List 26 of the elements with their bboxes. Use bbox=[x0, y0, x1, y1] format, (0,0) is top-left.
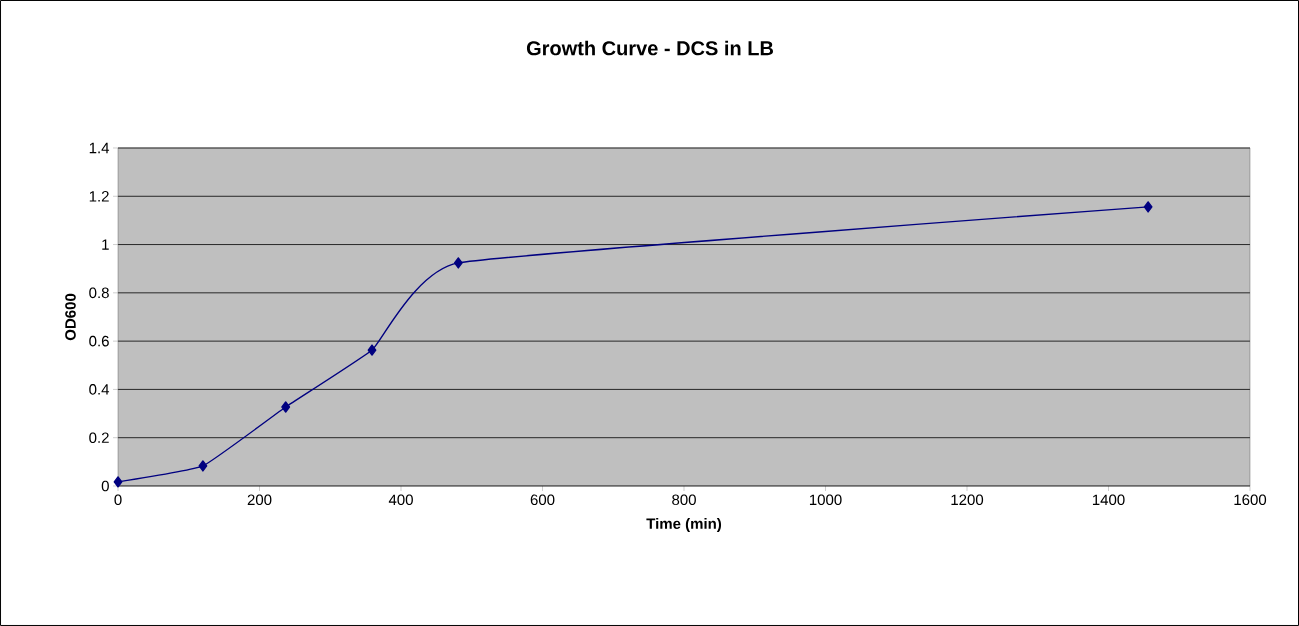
x-tick-label: 1600 bbox=[1234, 494, 1267, 506]
point bbox=[1143, 201, 1153, 213]
y-tick-label: 0.8 bbox=[89, 287, 109, 299]
point bbox=[198, 460, 208, 472]
x-tick-label: 0 bbox=[114, 494, 122, 506]
x-tick-label: 400 bbox=[388, 494, 413, 506]
x-tick-label: 1200 bbox=[951, 494, 984, 506]
x-tick-label: 800 bbox=[672, 494, 696, 506]
point bbox=[113, 476, 123, 488]
x-axis-title: Time (min) bbox=[646, 517, 722, 532]
y-tick-label: 1 bbox=[102, 239, 109, 250]
y-tick-label: 0.6 bbox=[89, 335, 109, 347]
x-tick-label: 600 bbox=[530, 494, 555, 506]
y-tick-label: 0.2 bbox=[89, 432, 109, 443]
point bbox=[367, 344, 377, 356]
point bbox=[453, 257, 463, 269]
y-tick-label: 1.2 bbox=[89, 191, 109, 202]
point bbox=[281, 401, 291, 413]
x-tick-label: 1000 bbox=[809, 494, 842, 506]
chart-title: Growth Curve - DCS in LB bbox=[526, 40, 773, 56]
y-tick-label: 1.4 bbox=[89, 142, 110, 154]
y-axis-title: OD600 bbox=[65, 293, 76, 341]
y-tick-label: 0 bbox=[101, 480, 109, 492]
x-tick-label: 1400 bbox=[1092, 494, 1125, 506]
y-tick-label: 0.4 bbox=[89, 384, 110, 395]
x-tick-label: 200 bbox=[247, 494, 272, 506]
